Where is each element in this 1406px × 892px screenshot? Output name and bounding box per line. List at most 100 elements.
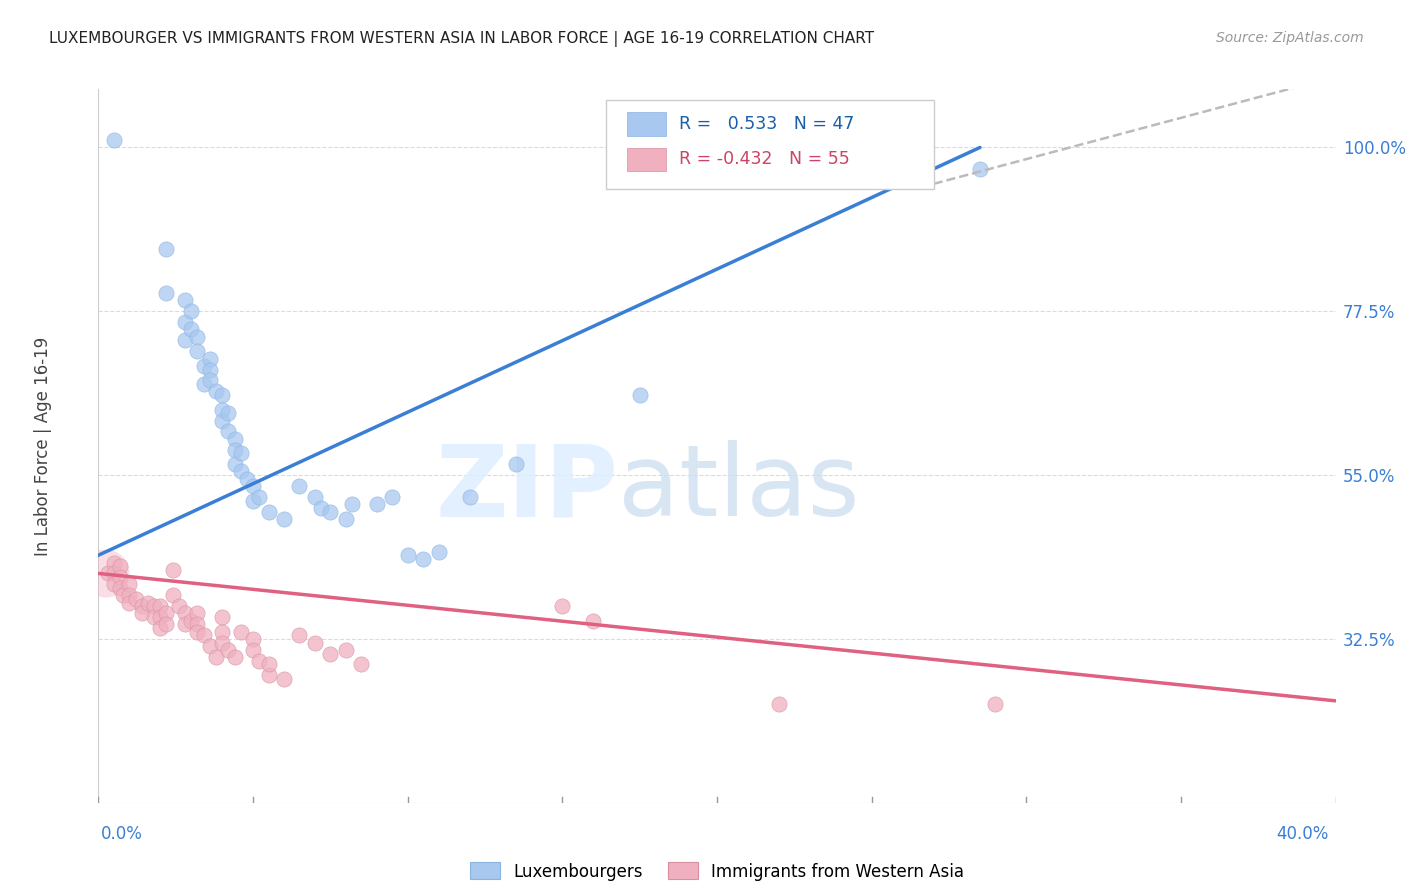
Point: [143, 599, 166, 614]
Point: [198, 362, 221, 376]
Point: [551, 599, 574, 614]
Point: [180, 614, 202, 628]
Point: [174, 315, 197, 329]
Point: [257, 668, 280, 682]
Point: [198, 374, 221, 388]
Point: [505, 457, 527, 471]
Point: [319, 504, 342, 518]
Point: [247, 654, 270, 668]
Point: [242, 643, 264, 657]
Point: [108, 570, 131, 584]
Point: [257, 657, 280, 672]
Point: [149, 610, 172, 624]
Point: [304, 635, 326, 649]
Point: [217, 643, 239, 657]
Point: [162, 563, 184, 577]
Point: [427, 544, 450, 558]
Point: [984, 698, 1007, 712]
Point: [180, 304, 202, 318]
Point: [768, 698, 790, 712]
Point: [186, 617, 208, 632]
FancyBboxPatch shape: [627, 148, 666, 171]
Point: [582, 614, 605, 628]
Point: [366, 497, 388, 511]
Point: [180, 322, 202, 336]
Point: [224, 457, 246, 471]
Point: [242, 493, 264, 508]
Point: [193, 359, 215, 373]
Point: [211, 624, 233, 639]
Point: [242, 632, 264, 646]
Point: [136, 596, 159, 610]
Point: [340, 497, 363, 511]
Point: [118, 577, 141, 591]
Legend: Luxembourgers, Immigrants from Western Asia: Luxembourgers, Immigrants from Western A…: [464, 855, 970, 888]
Point: [97, 566, 120, 581]
Point: [205, 650, 228, 665]
Point: [131, 599, 153, 614]
Point: [108, 559, 131, 574]
Point: [458, 490, 481, 504]
Point: [229, 465, 252, 479]
Point: [155, 243, 177, 257]
Text: 0.0%: 0.0%: [101, 825, 143, 843]
Point: [103, 556, 125, 570]
Point: [211, 413, 233, 427]
Point: [335, 512, 357, 526]
Point: [273, 672, 295, 686]
Point: [174, 293, 197, 308]
Point: [273, 512, 295, 526]
Text: atlas: atlas: [619, 441, 859, 537]
Point: [174, 607, 197, 621]
Point: [143, 610, 166, 624]
Point: [412, 552, 434, 566]
Point: [396, 548, 419, 562]
Point: [257, 504, 280, 518]
Point: [288, 479, 311, 493]
Point: [131, 607, 153, 621]
Point: [155, 607, 177, 621]
Point: [969, 162, 991, 177]
Point: [93, 566, 115, 581]
FancyBboxPatch shape: [627, 112, 666, 136]
Text: R = -0.432   N = 55: R = -0.432 N = 55: [679, 151, 849, 169]
Point: [247, 490, 270, 504]
Point: [155, 286, 177, 301]
Text: ZIP: ZIP: [436, 441, 619, 537]
Text: 40.0%: 40.0%: [1277, 825, 1329, 843]
Point: [205, 384, 228, 399]
Point: [118, 588, 141, 602]
Point: [229, 624, 252, 639]
Point: [335, 643, 357, 657]
Point: [186, 624, 208, 639]
Point: [211, 402, 233, 417]
Point: [162, 588, 184, 602]
Point: [103, 577, 125, 591]
Point: [103, 133, 125, 147]
Point: [112, 588, 135, 602]
Point: [193, 628, 215, 642]
Point: [124, 591, 146, 606]
Point: [118, 596, 141, 610]
Point: [211, 610, 233, 624]
Point: [186, 330, 208, 344]
Point: [229, 446, 252, 460]
Text: In Labor Force | Age 16-19: In Labor Force | Age 16-19: [34, 336, 52, 556]
Point: [186, 607, 208, 621]
Point: [224, 432, 246, 446]
FancyBboxPatch shape: [606, 100, 934, 189]
Point: [211, 635, 233, 649]
Text: R =   0.533   N = 47: R = 0.533 N = 47: [679, 115, 853, 133]
Point: [149, 621, 172, 635]
Point: [304, 490, 326, 504]
Point: [224, 650, 246, 665]
Point: [174, 334, 197, 348]
Point: [167, 599, 190, 614]
Point: [236, 472, 259, 486]
Point: [224, 442, 246, 457]
Point: [217, 425, 239, 439]
Point: [217, 406, 239, 420]
Text: Source: ZipAtlas.com: Source: ZipAtlas.com: [1216, 31, 1364, 45]
Point: [198, 639, 221, 653]
Point: [350, 657, 373, 672]
